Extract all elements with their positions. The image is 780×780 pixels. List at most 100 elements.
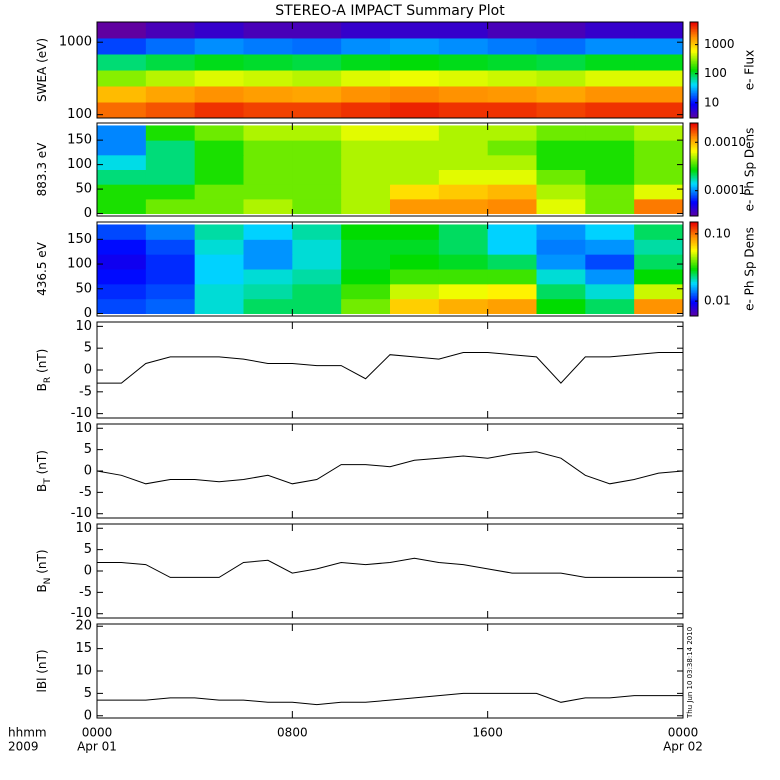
heat-cell [438,85,489,103]
heat-cell [194,53,244,71]
heat-cell [536,101,586,118]
y-tick-label: -10 [71,406,92,421]
colorbar-step [690,278,698,281]
colorbar-step [690,234,698,237]
heat-cell [634,53,683,71]
heat-cell [585,37,635,55]
heat-cell [487,101,537,118]
y-label-sub: N [43,578,53,585]
heat-cell [292,53,342,71]
colorbar-step [690,308,698,311]
colorbar-step [690,47,698,50]
heat-cell [145,283,196,300]
heat-cell [438,37,489,55]
colorbar-step [690,42,698,45]
y-label-sub: R [43,377,53,383]
heat-cell [97,125,147,141]
heat-cell [341,269,391,285]
colorbar-step [690,60,698,63]
heat-cell [243,101,293,118]
heat-cell [634,22,683,39]
heat-cell [585,22,635,39]
colorbar-step [690,212,698,215]
heat-cell [390,269,440,285]
colorbar-step [690,90,698,93]
heat-cell [536,169,586,185]
colorbar-tick-label: 0.10 [704,226,731,240]
colorbar-step [690,305,698,308]
colorbar-step [690,155,698,158]
axis-box [96,21,684,119]
heat-cell [341,53,391,71]
heat-cell [536,239,586,255]
colorbar-step [690,294,698,297]
heat-cell [585,125,635,141]
colorbar-step [690,314,698,317]
y-axis-label: BR (nT) [35,349,53,392]
heat-cell [97,140,147,156]
heat-cell [194,298,244,315]
heat-cell [194,154,244,170]
colorbar-step [690,102,698,105]
colorbar-step [690,275,698,278]
heat-cell [438,224,489,240]
colorbar-step [690,270,698,273]
colorbar-step [690,73,698,76]
colorbar-step [690,158,698,161]
colorbar-step [690,26,698,29]
heat-cell [585,169,635,185]
heat-cell [390,101,440,118]
timestamp: Thu Jun 10 03:38:14 2010 [686,627,694,719]
colorbar-step [690,281,698,284]
heat-cell [438,154,489,170]
panel [97,557,683,578]
heat-cell [243,184,293,200]
colorbar-step [690,306,698,309]
heat-cell [634,298,683,315]
heat-cell [292,125,342,141]
colorbar-step [690,264,698,267]
colorbar-step [690,256,698,259]
y-tick-label: 50 [75,281,92,296]
heat-cell [145,22,196,39]
colorbar-step [690,44,698,47]
colorbar-step [690,70,698,73]
heat-cell [634,140,683,156]
colorbar-step [690,114,698,117]
heat-cell [390,37,440,55]
heat-cell [585,298,635,315]
axis-box [96,523,684,619]
heat-cell [634,198,683,215]
heat-cell [194,198,244,215]
heat-cell [341,37,391,55]
colorbar-step [690,171,698,174]
heat-cell [634,239,683,255]
y-tick-label: 5 [84,442,92,457]
colorbar-step [690,183,698,186]
heat-cell [487,283,537,300]
colorbar-step [690,240,698,243]
heat-cell [97,154,147,170]
colorbar-step [690,62,698,65]
heat-cell [292,140,342,156]
heat-cell [292,239,342,255]
y-axis-label: BN (nT) [35,549,53,592]
heat-cell [97,22,147,39]
heat-cell [438,69,489,87]
heat-cell [390,140,440,156]
colorbar-step [690,258,698,261]
colorbar-step [690,54,698,57]
heat-cell [97,169,147,185]
heat-cell [292,269,342,285]
y-tick-label: -5 [79,485,92,500]
heat-cell [438,53,489,71]
x-date-label: Apr 01 [77,740,117,754]
heat-cell [536,198,586,215]
heat-cell [97,85,147,103]
colorbar-step [690,180,698,183]
colorbar-step [690,225,698,228]
colorbar-step [690,127,698,130]
heat-cell [243,283,293,300]
heat-cell [585,184,635,200]
colorbar-step [690,243,698,246]
